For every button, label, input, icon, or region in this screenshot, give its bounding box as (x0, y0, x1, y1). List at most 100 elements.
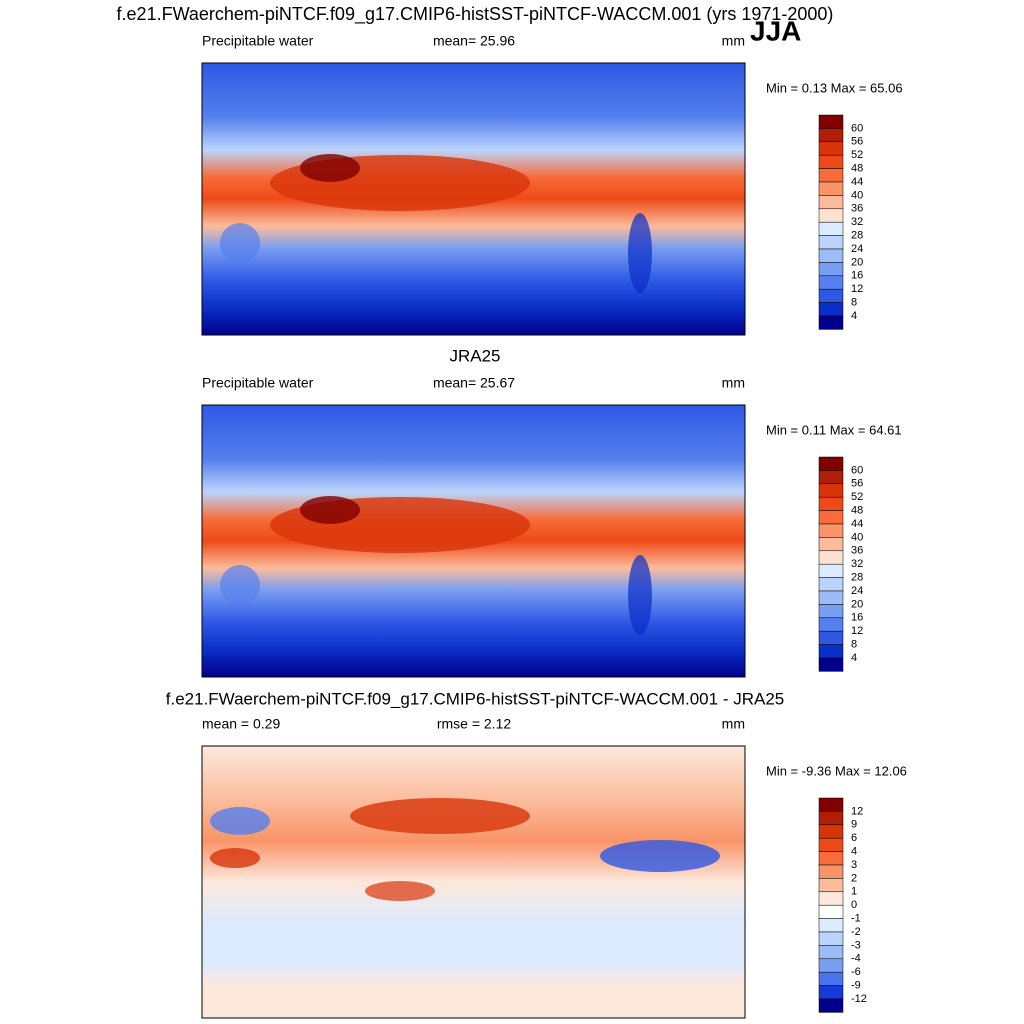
colorbar-swatch (818, 971, 844, 986)
colorbar-swatch (818, 931, 844, 946)
colorbar-label: 32 (851, 558, 863, 570)
colorbar-label: 60 (851, 122, 863, 134)
colorbar-label: 40 (851, 531, 863, 543)
colorbar-swatch (818, 470, 844, 485)
colorbar-label: 36 (851, 203, 863, 215)
colorbar-swatch (818, 302, 844, 317)
colorbar-label: -12 (851, 993, 867, 1005)
colorbar-swatch (818, 630, 844, 645)
min-max-label: Min = 0.11 Max = 64.61 (766, 422, 902, 437)
colorbar-swatch (818, 550, 844, 565)
map-blob (210, 848, 260, 868)
colorbar-swatch (818, 851, 844, 866)
colorbar-label: 40 (851, 189, 863, 201)
panel-center-label: mean= 25.96 (433, 33, 515, 49)
colorbar-label: 12 (851, 805, 863, 817)
colorbar-label: 12 (851, 283, 863, 295)
colorbar-label: 16 (851, 612, 863, 624)
colorbar-swatch (818, 168, 844, 183)
colorbar-swatch (818, 945, 844, 960)
min-max-label: Min = -9.36 Max = 12.06 (766, 763, 907, 778)
min-max-label: Min = 0.13 Max = 65.06 (766, 80, 903, 95)
panel-title: JRA25 (449, 346, 500, 365)
colorbar-swatch (818, 644, 844, 659)
colorbar-swatch (818, 523, 844, 538)
colorbar-label: -3 (851, 939, 861, 951)
map-blob (300, 154, 360, 182)
colorbar-label: 44 (851, 518, 863, 530)
map-frame (201, 745, 746, 1019)
colorbar-swatch (818, 590, 844, 605)
colorbar-swatch (818, 604, 844, 619)
colorbar-label: 16 (851, 270, 863, 282)
colorbar-swatch (818, 657, 844, 672)
colorbar-label: 6 (851, 832, 857, 844)
colorbar-label: 44 (851, 176, 863, 188)
colorbar-label: -6 (851, 966, 861, 978)
map-blob (628, 213, 652, 293)
colorbar-swatch (818, 563, 844, 578)
colorbar-label: 52 (851, 149, 863, 161)
colorbar-swatch (818, 456, 844, 471)
colorbar-label: 36 (851, 545, 863, 557)
colorbar-swatch (818, 248, 844, 263)
colorbar-label: 1 (851, 886, 857, 898)
colorbar-swatch (818, 181, 844, 196)
colorbar-swatch (818, 275, 844, 290)
colorbar-label: 56 (851, 136, 863, 148)
colorbar-label: 4 (851, 310, 857, 322)
map-frame (201, 62, 746, 336)
colorbar-swatch (818, 141, 844, 156)
colorbar-swatch (818, 537, 844, 552)
colorbar-label: 28 (851, 230, 863, 242)
figure-title: f.e21.FWaerchem-piNTCF.f09_g17.CMIP6-his… (117, 4, 834, 25)
colorbar-swatch (818, 128, 844, 143)
colorbar-swatch (818, 617, 844, 632)
colorbar-swatch (818, 998, 844, 1013)
colorbar-label: 56 (851, 478, 863, 490)
panel-left-label: Precipitable water (202, 375, 314, 391)
colorbar-swatch (818, 208, 844, 223)
map-blob (628, 555, 652, 635)
colorbar-swatch (818, 811, 844, 826)
colorbar-label: 24 (851, 585, 863, 597)
colorbar-label: 2 (851, 872, 857, 884)
panel-units: mm (722, 375, 745, 391)
colorbar-swatch (818, 315, 844, 330)
panel-title: f.e21.FWaerchem-piNTCF.f09_g17.CMIP6-his… (166, 689, 784, 708)
colorbar-swatch (818, 510, 844, 525)
panel-center-label: rmse = 2.12 (437, 716, 512, 732)
colorbar-swatch (818, 496, 844, 511)
map-frame (201, 404, 746, 678)
colorbar-swatch (818, 985, 844, 1000)
colorbar-swatch (818, 824, 844, 839)
colorbar-swatch (818, 235, 844, 250)
colorbar-label: 20 (851, 256, 863, 268)
colorbar-swatch (818, 114, 844, 129)
colorbar-label: 4 (851, 846, 857, 858)
colorbar-label: 48 (851, 163, 863, 175)
colorbar-label: 48 (851, 505, 863, 517)
colorbar-label: -4 (851, 953, 861, 965)
colorbar-label: 8 (851, 297, 857, 309)
colorbar-swatch (818, 195, 844, 210)
colorbar-label: 24 (851, 243, 863, 255)
map-blob (300, 496, 360, 524)
colorbar-swatch (818, 891, 844, 906)
colorbar-label: 32 (851, 216, 863, 228)
map-blob (210, 807, 270, 835)
colorbar-label: 28 (851, 572, 863, 584)
map-field (202, 746, 745, 1018)
colorbar-swatch (818, 797, 844, 812)
colorbar-label: 3 (851, 859, 857, 871)
colorbar-label: 4 (851, 652, 857, 664)
map-blob (600, 840, 720, 872)
map-blob (220, 223, 260, 263)
panel-left-label: Precipitable water (202, 33, 314, 49)
panel-units: mm (722, 716, 745, 732)
colorbar-label: 0 (851, 899, 857, 911)
colorbar-label: 9 (851, 819, 857, 831)
colorbar-label: -1 (851, 913, 861, 925)
colorbar-swatch (818, 918, 844, 933)
